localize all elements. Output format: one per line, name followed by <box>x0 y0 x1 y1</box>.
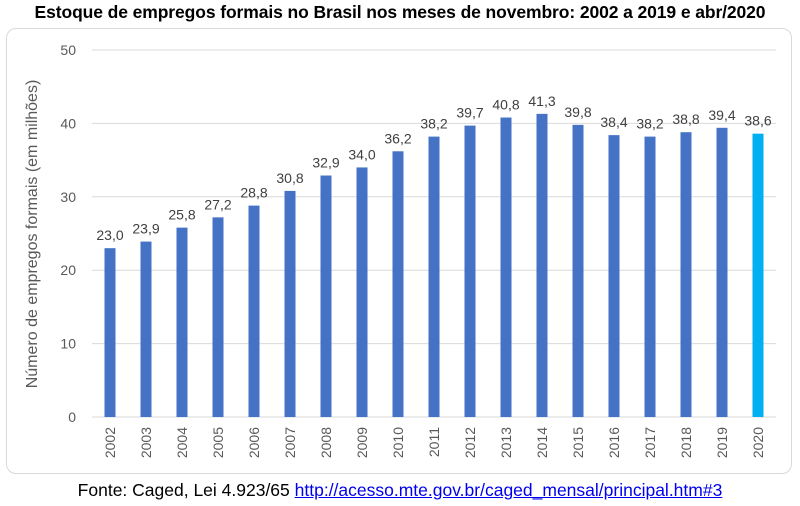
x-tick-label: 2004 <box>174 427 190 458</box>
x-tick-label: 2020 <box>750 427 766 458</box>
data-label: 23,9 <box>132 221 159 237</box>
bar-2003 <box>140 241 152 417</box>
bar-chart: 0 10 20 30 40 50 23,0 23,9 25,8 27,2 28,8 30,8 32,9… <box>24 42 776 458</box>
x-tick-label: 2008 <box>318 427 334 458</box>
y-tick-label: 30 <box>60 189 76 205</box>
source-link[interactable]: http://acesso.mte.gov.br/caged_mensal/pr… <box>294 480 723 500</box>
data-label: 25,8 <box>168 207 195 223</box>
x-tick-label: 2007 <box>282 427 298 458</box>
source-line: Fonte: Caged, Lei 4.923/65 http://acesso… <box>0 480 800 501</box>
bar-2011 <box>428 136 440 417</box>
data-label: 38,2 <box>420 116 447 132</box>
x-tick-label: 2012 <box>462 427 478 458</box>
bar-2015 <box>572 124 584 418</box>
chart-title: Estoque de empregos formais no Brasil no… <box>34 2 766 22</box>
bar-2016 <box>608 135 620 418</box>
x-tick-label: 2014 <box>534 427 550 458</box>
bar-2014 <box>536 113 548 417</box>
x-tick-label: 2003 <box>138 427 154 458</box>
x-axis-ticks: 2002 2003 2004 2005 2006 2007 2008 2009 2010 2011… <box>102 427 766 458</box>
data-label: 38,8 <box>672 111 699 127</box>
data-label: 23,0 <box>96 227 123 243</box>
y-tick-label: 10 <box>60 336 76 352</box>
data-label: 28,8 <box>240 185 267 201</box>
x-tick-label: 2016 <box>606 427 622 458</box>
data-label: 38,2 <box>636 116 663 132</box>
chart-frame <box>6 28 792 474</box>
data-label: 27,2 <box>204 196 231 212</box>
bar-2019 <box>716 127 728 417</box>
bar-2005 <box>212 217 224 417</box>
data-label: 30,8 <box>276 170 303 186</box>
source-prefix: Fonte: Caged, Lei 4.923/65 <box>77 480 295 500</box>
y-tick-label: 40 <box>60 115 76 131</box>
bar-2010 <box>392 151 404 418</box>
x-tick-label: 2010 <box>390 427 406 458</box>
bar-2008 <box>320 175 332 417</box>
y-axis-ticks: 0 10 20 30 40 50 <box>60 42 76 425</box>
x-tick-label: 2017 <box>642 427 658 458</box>
x-tick-label: 2009 <box>354 427 370 458</box>
x-tick-label: 2006 <box>246 427 262 458</box>
bar-2013 <box>500 117 512 417</box>
bar-2012 <box>464 125 476 418</box>
bar-2017 <box>644 136 656 417</box>
bars <box>104 113 764 418</box>
data-label: 32,9 <box>312 155 339 171</box>
y-tick-label: 0 <box>68 409 76 425</box>
bar-2006 <box>248 205 260 417</box>
data-label: 40,8 <box>492 97 519 113</box>
data-label: 38,6 <box>744 113 771 129</box>
y-tick-label: 20 <box>60 262 76 278</box>
data-label: 39,7 <box>456 105 483 121</box>
x-tick-label: 2011 <box>426 427 442 457</box>
bar-2018 <box>680 132 692 417</box>
x-tick-label: 2015 <box>570 427 586 458</box>
y-axis-title: Número de empregos formais (em milhões) <box>24 80 41 389</box>
x-tick-label: 2013 <box>498 427 514 458</box>
x-tick-label: 2019 <box>714 427 730 458</box>
x-tick-label: 2002 <box>102 427 118 458</box>
x-tick-label: 2018 <box>678 427 694 458</box>
bar-2004 <box>176 227 188 417</box>
bar-2020 <box>752 133 764 417</box>
data-label: 41,3 <box>528 93 555 109</box>
data-label: 34,0 <box>348 146 375 162</box>
bar-2002 <box>104 248 116 417</box>
y-tick-label: 50 <box>60 42 76 58</box>
data-label: 38,4 <box>600 114 627 130</box>
data-label: 39,8 <box>564 104 591 120</box>
bar-2007 <box>284 190 296 417</box>
data-label: 39,4 <box>708 107 735 123</box>
data-labels: 23,0 23,9 25,8 27,2 28,8 30,8 32,9 34,0 36,2 38,2… <box>96 93 771 243</box>
x-tick-label: 2005 <box>210 427 226 458</box>
bar-2009 <box>356 167 368 417</box>
data-label: 36,2 <box>384 130 411 146</box>
